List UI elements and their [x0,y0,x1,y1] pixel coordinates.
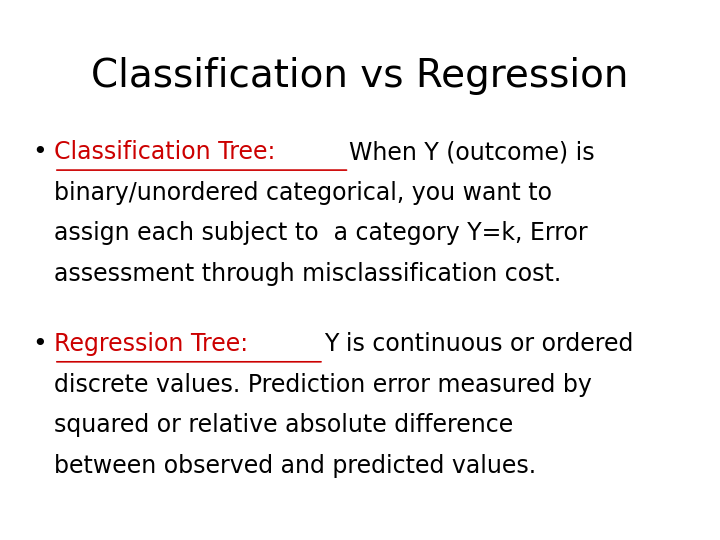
Text: Regression Tree:: Regression Tree: [54,332,263,356]
Text: Classification vs Regression: Classification vs Regression [91,57,629,94]
Text: •: • [32,140,47,164]
Text: assign each subject to  a category Y=k, Error: assign each subject to a category Y=k, E… [54,221,588,245]
Text: discrete values. Prediction error measured by: discrete values. Prediction error measur… [54,373,592,396]
Text: When Y (outcome) is: When Y (outcome) is [349,140,595,164]
Text: Y is continuous or ordered: Y is continuous or ordered [324,332,633,356]
Text: squared or relative absolute difference: squared or relative absolute difference [54,413,513,437]
Text: Classification Tree:: Classification Tree: [54,140,283,164]
Text: binary/unordered categorical, you want to: binary/unordered categorical, you want t… [54,181,552,205]
Text: •: • [32,332,47,356]
Text: between observed and predicted values.: between observed and predicted values. [54,454,536,477]
Text: assessment through misclassification cost.: assessment through misclassification cos… [54,262,562,286]
